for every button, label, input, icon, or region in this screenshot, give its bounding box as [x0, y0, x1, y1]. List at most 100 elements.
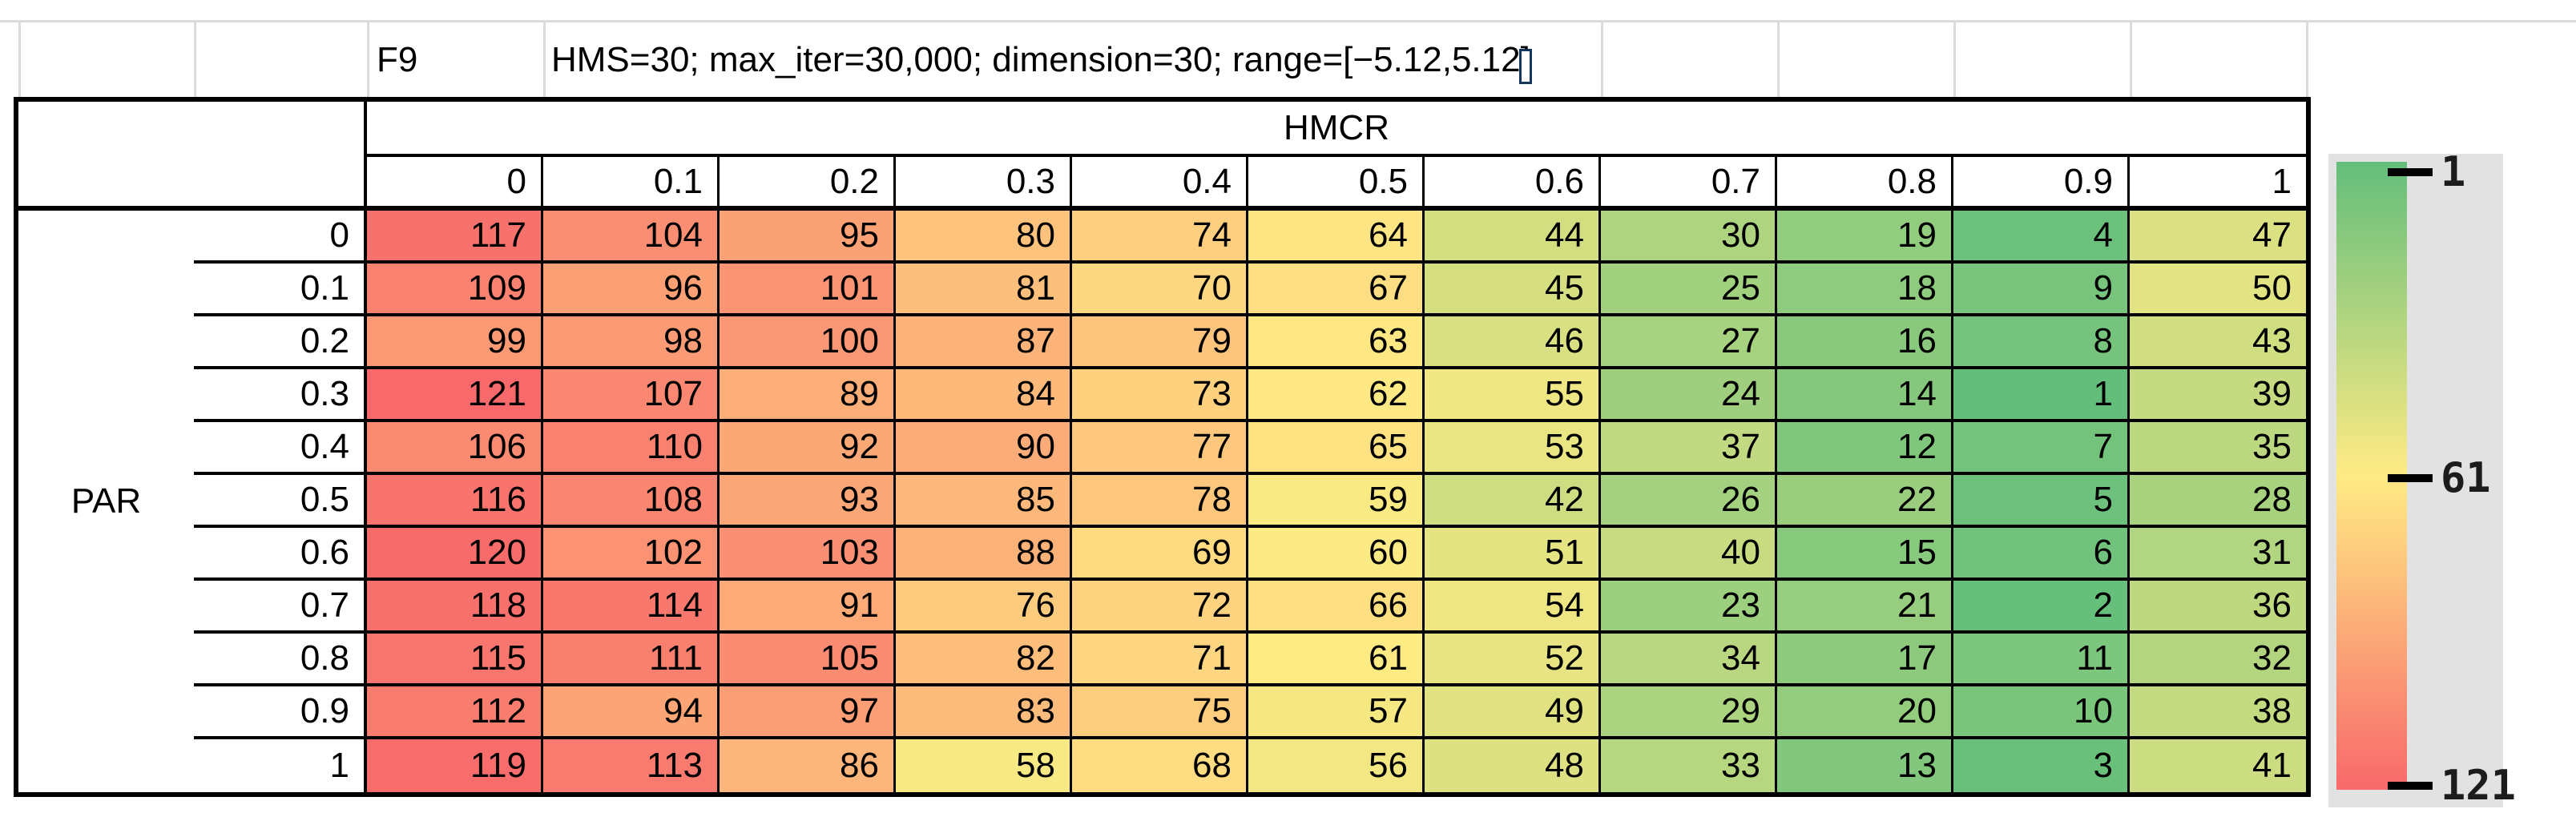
hmcr-tick-0[interactable]: 0 — [367, 157, 543, 211]
heatmap-cell[interactable]: 23 — [1601, 581, 1777, 634]
hmcr-tick-0.5[interactable]: 0.5 — [1248, 157, 1425, 211]
heatmap-cell[interactable]: 94 — [543, 686, 720, 739]
heatmap-cell[interactable]: 4 — [1953, 211, 2130, 264]
par-axis-label[interactable]: PAR — [18, 211, 194, 792]
heatmap-cell[interactable]: 91 — [720, 581, 896, 634]
par-tick-0[interactable]: 0 — [194, 211, 367, 264]
heatmap-cell[interactable]: 54 — [1425, 581, 1601, 634]
heatmap-cell[interactable]: 19 — [1777, 211, 1953, 264]
par-tick-0.9[interactable]: 0.9 — [194, 686, 367, 739]
hmcr-tick-1[interactable]: 1 — [2130, 157, 2306, 211]
heatmap-cell[interactable]: 117 — [367, 211, 543, 264]
heatmap-cell[interactable]: 15 — [1777, 528, 1953, 581]
heatmap-cell[interactable]: 89 — [720, 369, 896, 422]
heatmap-cell[interactable]: 121 — [367, 369, 543, 422]
heatmap-cell[interactable]: 86 — [720, 739, 896, 792]
heatmap-cell[interactable]: 92 — [720, 422, 896, 475]
par-tick-1[interactable]: 1 — [194, 739, 367, 792]
par-tick-0.7[interactable]: 0.7 — [194, 581, 367, 634]
heatmap-cell[interactable]: 38 — [2130, 686, 2306, 739]
heatmap-cell[interactable]: 74 — [1072, 211, 1248, 264]
heatmap-cell[interactable]: 1 — [1953, 369, 2130, 422]
heatmap-cell[interactable]: 59 — [1248, 475, 1425, 528]
heatmap-cell[interactable]: 18 — [1777, 264, 1953, 316]
heatmap-cell[interactable]: 85 — [896, 475, 1072, 528]
heatmap-cell[interactable]: 28 — [2130, 475, 2306, 528]
heatmap-cell[interactable]: 24 — [1601, 369, 1777, 422]
heatmap-cell[interactable]: 67 — [1248, 264, 1425, 316]
heatmap-cell[interactable]: 73 — [1072, 369, 1248, 422]
heatmap-cell[interactable]: 7 — [1953, 422, 2130, 475]
heatmap-cell[interactable]: 69 — [1072, 528, 1248, 581]
heatmap-cell[interactable]: 109 — [367, 264, 543, 316]
hmcr-tick-0.3[interactable]: 0.3 — [896, 157, 1072, 211]
hmcr-tick-0.2[interactable]: 0.2 — [720, 157, 896, 211]
heatmap-cell[interactable]: 87 — [896, 316, 1072, 369]
heatmap-cell[interactable]: 44 — [1425, 211, 1601, 264]
heatmap-cell[interactable]: 103 — [720, 528, 896, 581]
heatmap-cell[interactable]: 6 — [1953, 528, 2130, 581]
heatmap-cell[interactable]: 2 — [1953, 581, 2130, 634]
heatmap-cell[interactable]: 60 — [1248, 528, 1425, 581]
par-tick-0.3[interactable]: 0.3 — [194, 369, 367, 422]
heatmap-cell[interactable]: 45 — [1425, 264, 1601, 316]
heatmap-cell[interactable]: 108 — [543, 475, 720, 528]
heatmap-cell[interactable]: 75 — [1072, 686, 1248, 739]
heatmap-cell[interactable]: 106 — [367, 422, 543, 475]
heatmap-cell[interactable]: 11 — [1953, 634, 2130, 686]
heatmap-cell[interactable]: 42 — [1425, 475, 1601, 528]
heatmap-cell[interactable]: 114 — [543, 581, 720, 634]
heatmap-cell[interactable]: 95 — [720, 211, 896, 264]
heatmap-cell[interactable]: 20 — [1777, 686, 1953, 739]
heatmap-cell[interactable]: 100 — [720, 316, 896, 369]
heatmap-cell[interactable]: 8 — [1953, 316, 2130, 369]
heatmap-cell[interactable]: 65 — [1248, 422, 1425, 475]
hmcr-tick-0.1[interactable]: 0.1 — [543, 157, 720, 211]
heatmap-cell[interactable]: 52 — [1425, 634, 1601, 686]
heatmap-cell[interactable]: 116 — [367, 475, 543, 528]
heatmap-cell[interactable]: 56 — [1248, 739, 1425, 792]
heatmap-cell[interactable]: 72 — [1072, 581, 1248, 634]
heatmap-cell[interactable]: 57 — [1248, 686, 1425, 739]
heatmap-cell[interactable]: 76 — [896, 581, 1072, 634]
hmcr-tick-0.4[interactable]: 0.4 — [1072, 157, 1248, 211]
hmcr-tick-0.9[interactable]: 0.9 — [1953, 157, 2130, 211]
heatmap-cell[interactable]: 34 — [1601, 634, 1777, 686]
hmcr-axis-label[interactable]: HMCR — [367, 102, 2306, 157]
parameter-settings-cell[interactable]: HMS=30; max_iter=30,000; dimension=30; r… — [551, 40, 1530, 79]
heatmap-cell[interactable]: 93 — [720, 475, 896, 528]
heatmap-cell[interactable]: 3 — [1953, 739, 2130, 792]
heatmap-cell[interactable]: 36 — [2130, 581, 2306, 634]
heatmap-cell[interactable]: 80 — [896, 211, 1072, 264]
heatmap-cell[interactable]: 12 — [1777, 422, 1953, 475]
heatmap-cell[interactable]: 37 — [1601, 422, 1777, 475]
heatmap-cell[interactable]: 88 — [896, 528, 1072, 581]
heatmap-cell[interactable]: 90 — [896, 422, 1072, 475]
hmcr-tick-0.7[interactable]: 0.7 — [1601, 157, 1777, 211]
heatmap-cell[interactable]: 78 — [1072, 475, 1248, 528]
heatmap-cell[interactable]: 22 — [1777, 475, 1953, 528]
par-tick-0.8[interactable]: 0.8 — [194, 634, 367, 686]
heatmap-cell[interactable]: 118 — [367, 581, 543, 634]
heatmap-cell[interactable]: 99 — [367, 316, 543, 369]
hmcr-tick-0.6[interactable]: 0.6 — [1425, 157, 1601, 211]
heatmap-cell[interactable]: 79 — [1072, 316, 1248, 369]
heatmap-cell[interactable]: 81 — [896, 264, 1072, 316]
par-tick-0.6[interactable]: 0.6 — [194, 528, 367, 581]
hmcr-tick-0.8[interactable]: 0.8 — [1777, 157, 1953, 211]
heatmap-cell[interactable]: 58 — [896, 739, 1072, 792]
heatmap-cell[interactable]: 9 — [1953, 264, 2130, 316]
heatmap-cell[interactable]: 83 — [896, 686, 1072, 739]
heatmap-cell[interactable]: 102 — [543, 528, 720, 581]
heatmap-cell[interactable]: 105 — [720, 634, 896, 686]
heatmap-cell[interactable]: 97 — [720, 686, 896, 739]
heatmap-cell[interactable]: 21 — [1777, 581, 1953, 634]
heatmap-cell[interactable]: 48 — [1425, 739, 1601, 792]
heatmap-cell[interactable]: 98 — [543, 316, 720, 369]
heatmap-cell[interactable]: 35 — [2130, 422, 2306, 475]
heatmap-cell[interactable]: 50 — [2130, 264, 2306, 316]
heatmap-cell[interactable]: 82 — [896, 634, 1072, 686]
heatmap-cell[interactable]: 63 — [1248, 316, 1425, 369]
heatmap-cell[interactable]: 107 — [543, 369, 720, 422]
par-tick-0.2[interactable]: 0.2 — [194, 316, 367, 369]
